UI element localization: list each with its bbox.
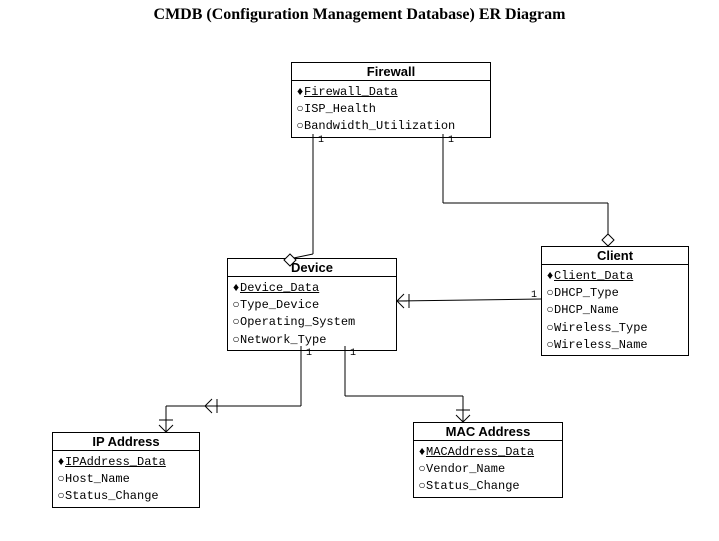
attr-marker-icon: ○ [546, 319, 554, 335]
entity-firewall-header: Firewall [292, 63, 490, 81]
attribute-label: Network_Type [240, 333, 326, 347]
attribute-label: Status_Change [65, 489, 159, 503]
attribute-label: Status_Change [426, 479, 520, 493]
entity-mac-header: MAC Address [414, 423, 562, 441]
attribute-label: Type_Device [240, 298, 319, 312]
attribute-label: ISP_Health [304, 102, 376, 116]
pk-marker-icon: ♦ [546, 267, 554, 283]
attribute-label: DHCP_Type [554, 286, 619, 300]
attr-marker-icon: ○ [546, 301, 554, 317]
attribute-label: Bandwidth_Utilization [304, 119, 455, 133]
pk-marker-icon: ♦ [57, 453, 65, 469]
entity-ip-body: ♦IPAddress_Data○Host_Name○Status_Change [53, 451, 199, 507]
attr-marker-icon: ○ [232, 296, 240, 312]
cardinality-label: 1 [306, 348, 312, 359]
pk-marker-icon: ♦ [418, 443, 426, 459]
attr-marker-icon: ○ [296, 100, 304, 116]
cardinality-label: 1 [448, 135, 454, 146]
entity-attribute: ○Operating_System [232, 313, 392, 330]
attr-marker-icon: ○ [232, 331, 240, 347]
page-title: CMDB (Configuration Management Database)… [0, 6, 719, 24]
entity-client-body: ♦Client_Data○DHCP_Type○DHCP_Name○Wireles… [542, 265, 688, 355]
attribute-label: MACAddress_Data [426, 445, 534, 459]
pk-marker-icon: ♦ [232, 279, 240, 295]
attribute-label: Vendor_Name [426, 462, 505, 476]
entity-attribute: ○ISP_Health [296, 100, 486, 117]
entity-mac-address: MAC Address ♦MACAddress_Data○Vendor_Name… [413, 422, 563, 498]
entity-attribute: ○Network_Type [232, 331, 392, 348]
cardinality-label: 1 [350, 348, 356, 359]
entity-attribute: ○Wireless_Name [546, 336, 684, 353]
attribute-label: DHCP_Name [554, 303, 619, 317]
entity-firewall: Firewall ♦Firewall_Data○ISP_Health○Bandw… [291, 62, 491, 138]
attribute-label: IPAddress_Data [65, 455, 166, 469]
attr-marker-icon: ○ [546, 336, 554, 352]
entity-attribute: ○Bandwidth_Utilization [296, 117, 486, 134]
attr-marker-icon: ○ [296, 117, 304, 133]
entity-device-body: ♦Device_Data○Type_Device○Operating_Syste… [228, 277, 396, 350]
attribute-label: Firewall_Data [304, 85, 398, 99]
entity-attribute: ○Host_Name [57, 470, 195, 487]
entity-attribute: ♦MACAddress_Data [418, 443, 558, 460]
attribute-label: Wireless_Type [554, 321, 648, 335]
attribute-label: Operating_System [240, 315, 355, 329]
entity-attribute: ○DHCP_Type [546, 284, 684, 301]
entity-device: Device ♦Device_Data○Type_Device○Operatin… [227, 258, 397, 351]
entity-attribute: ○DHCP_Name [546, 301, 684, 318]
attribute-label: Client_Data [554, 269, 633, 283]
attr-marker-icon: ○ [57, 487, 65, 503]
entity-attribute: ♦Client_Data [546, 267, 684, 284]
attribute-label: Wireless_Name [554, 338, 648, 352]
entity-client-header: Client [542, 247, 688, 265]
cardinality-label: 1 [318, 135, 324, 146]
entity-client: Client ♦Client_Data○DHCP_Type○DHCP_Name○… [541, 246, 689, 356]
entity-attribute: ○Status_Change [418, 477, 558, 494]
entity-attribute: ♦IPAddress_Data [57, 453, 195, 470]
attr-marker-icon: ○ [232, 313, 240, 329]
entity-attribute: ♦Firewall_Data [296, 83, 486, 100]
entity-attribute: ○Wireless_Type [546, 319, 684, 336]
entity-attribute: ♦Device_Data [232, 279, 392, 296]
entity-mac-body: ♦MACAddress_Data○Vendor_Name○Status_Chan… [414, 441, 562, 497]
attr-marker-icon: ○ [57, 470, 65, 486]
entity-ip-header: IP Address [53, 433, 199, 451]
entity-device-header: Device [228, 259, 396, 277]
attribute-label: Device_Data [240, 281, 319, 295]
entity-ip-address: IP Address ♦IPAddress_Data○Host_Name○Sta… [52, 432, 200, 508]
pk-marker-icon: ♦ [296, 83, 304, 99]
entity-attribute: ○Type_Device [232, 296, 392, 313]
entity-attribute: ○Vendor_Name [418, 460, 558, 477]
attr-marker-icon: ○ [418, 477, 426, 493]
entity-attribute: ○Status_Change [57, 487, 195, 504]
attribute-label: Host_Name [65, 472, 130, 486]
attr-marker-icon: ○ [418, 460, 426, 476]
cardinality-label: 1 [531, 290, 537, 301]
entity-firewall-body: ♦Firewall_Data○ISP_Health○Bandwidth_Util… [292, 81, 490, 137]
attr-marker-icon: ○ [546, 284, 554, 300]
